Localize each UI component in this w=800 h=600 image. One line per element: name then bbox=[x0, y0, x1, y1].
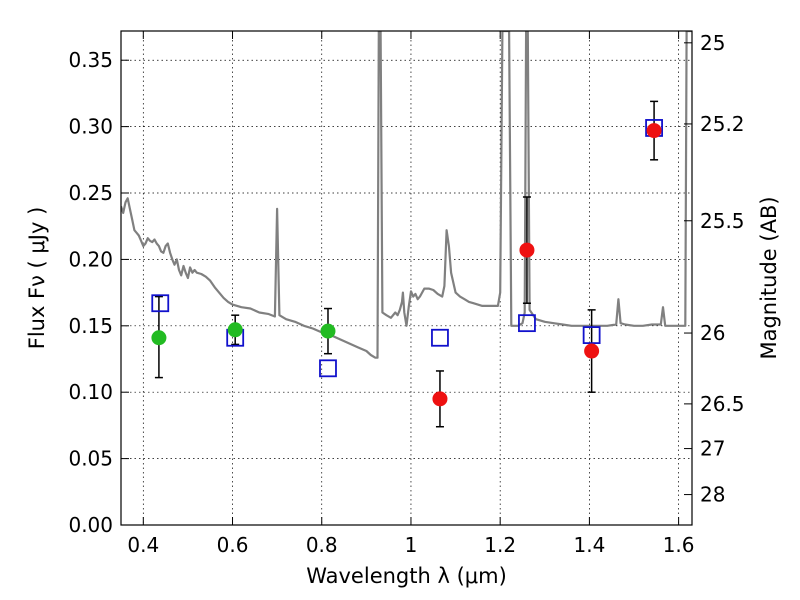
x-tick-label: 0.8 bbox=[306, 533, 338, 557]
grid-lines bbox=[121, 31, 692, 525]
x-tick-label: 0.6 bbox=[217, 533, 249, 557]
y-tick-label: 0.10 bbox=[68, 380, 113, 404]
y-tick-label: 0.35 bbox=[68, 48, 113, 72]
x-tick-label: 1.6 bbox=[663, 533, 695, 557]
y-tick-label: 0.25 bbox=[68, 181, 113, 205]
model-photometry-square bbox=[319, 359, 337, 378]
y2-tick-label: 26 bbox=[700, 321, 725, 345]
y2-tick-label: 26.5 bbox=[700, 392, 745, 416]
observed-flux-point bbox=[320, 323, 336, 339]
x-axis-label: Wavelength λ (μm) bbox=[306, 564, 507, 588]
x-tick-label: 1.4 bbox=[573, 533, 605, 557]
y-tick-label: 0.00 bbox=[68, 513, 113, 537]
y-axis-label: Flux Fν ( μJy ) bbox=[25, 207, 49, 350]
y2-tick-label: 27 bbox=[700, 437, 725, 461]
data-points bbox=[151, 119, 663, 407]
error-bars bbox=[154, 100, 659, 428]
observed-flux-point bbox=[646, 123, 662, 139]
y2-tick-label: 25 bbox=[700, 31, 725, 55]
y2-tick-label: 25.5 bbox=[700, 209, 745, 233]
y2-tick-label: 25.2 bbox=[700, 112, 745, 136]
y-tick-label: 0.15 bbox=[68, 314, 113, 338]
model-photometry-square bbox=[582, 326, 601, 345]
y-tick-label: 0.20 bbox=[68, 247, 113, 271]
axis-ticks: 0.4 0.6 0.8 1 1.2 1.4 1.6 0.00 0.05 0.10 0.15 0.20 0… bbox=[68, 31, 744, 557]
y-tick-label: 0.05 bbox=[68, 447, 113, 471]
y-tick-label: 0.30 bbox=[68, 115, 113, 139]
plot-frame bbox=[120, 30, 693, 526]
observed-flux-point bbox=[519, 242, 535, 258]
model-photometry-square bbox=[431, 328, 449, 347]
model-spectrum bbox=[121, 31, 692, 359]
model-photometry-square bbox=[518, 314, 536, 333]
model-photometry-square bbox=[151, 294, 170, 313]
x-tick-label: 0.4 bbox=[127, 533, 159, 557]
x-tick-label: 1 bbox=[405, 533, 418, 557]
observed-flux-point bbox=[227, 322, 243, 338]
y2-axis-label: Magnitude (AB) bbox=[757, 196, 781, 359]
y2-tick-label: 28 bbox=[700, 483, 725, 507]
observed-flux-point bbox=[584, 343, 600, 359]
observed-flux-point bbox=[151, 330, 167, 346]
observed-flux-point bbox=[432, 391, 448, 407]
spectrum-line bbox=[121, 31, 692, 359]
x-tick-label: 1.2 bbox=[484, 533, 516, 557]
